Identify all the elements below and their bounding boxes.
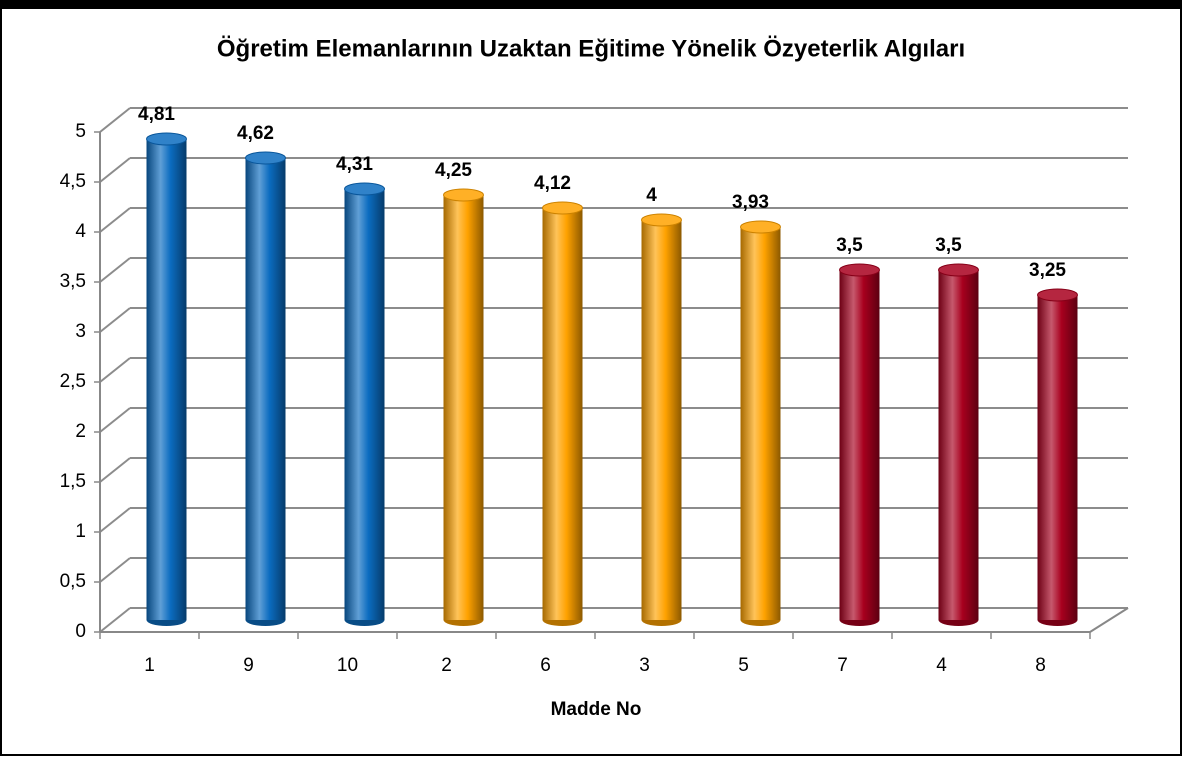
x-tick-label: 4 xyxy=(936,655,947,676)
y-tick-label: 5 xyxy=(75,121,86,142)
grid-line xyxy=(99,607,131,633)
x-tick-label: 6 xyxy=(540,655,551,676)
y-tick-label: 1,5 xyxy=(60,471,86,492)
bar xyxy=(839,270,880,620)
grid-line xyxy=(99,507,131,533)
y-tick-label: 0 xyxy=(75,621,86,642)
grid-line xyxy=(99,557,131,583)
grid-line xyxy=(99,407,131,433)
data-label: 4,12 xyxy=(534,173,571,194)
y-tick-label: 4 xyxy=(75,221,86,242)
y-tick-label: 0,5 xyxy=(60,571,86,592)
bar-top xyxy=(443,188,484,202)
chart-title: Öğretim Elemanlarının Uzaktan Eğitime Yö… xyxy=(217,35,965,62)
y-tick-label: 2 xyxy=(75,421,86,442)
data-label: 4,25 xyxy=(435,160,472,181)
bar-top xyxy=(344,182,385,196)
data-label: 3,5 xyxy=(935,235,962,256)
y-tick-label: 2,5 xyxy=(60,371,86,392)
floor-edge xyxy=(1089,607,1129,633)
x-tick-label: 5 xyxy=(738,655,749,676)
bar xyxy=(245,158,286,620)
grid-line xyxy=(99,207,131,233)
bar xyxy=(344,189,385,620)
grid-line xyxy=(99,257,131,283)
bar-top xyxy=(740,220,781,234)
bar-top xyxy=(839,263,880,277)
data-label: 4,62 xyxy=(237,123,274,144)
bar-top xyxy=(938,263,979,277)
bar xyxy=(938,270,979,620)
x-tick-label: 2 xyxy=(441,655,452,676)
x-tick-label: 9 xyxy=(243,655,254,676)
data-label: 3,25 xyxy=(1029,260,1066,281)
grid-line xyxy=(99,457,131,483)
grid-line xyxy=(99,157,131,183)
bar xyxy=(740,227,781,620)
x-tick-label: 3 xyxy=(639,655,650,676)
grid-line xyxy=(99,107,131,133)
bar xyxy=(641,220,682,620)
x-tick-label: 8 xyxy=(1035,655,1046,676)
data-label: 3,5 xyxy=(836,235,863,256)
grid-line xyxy=(99,307,131,333)
bar-top xyxy=(1037,288,1078,302)
y-tick-label: 4,5 xyxy=(60,171,86,192)
bar xyxy=(542,208,583,620)
x-tick-label: 7 xyxy=(837,655,848,676)
y-tick-label: 3 xyxy=(75,321,86,342)
bar-top xyxy=(641,213,682,227)
bar xyxy=(146,139,187,620)
top-bar xyxy=(0,0,1182,9)
bar xyxy=(443,195,484,620)
data-label: 4,31 xyxy=(336,154,373,175)
bar-top xyxy=(146,132,187,146)
y-tick-label: 1 xyxy=(75,521,86,542)
y-tick-label: 3,5 xyxy=(60,271,86,292)
x-tick-label: 10 xyxy=(337,655,358,676)
data-label: 4,81 xyxy=(138,104,175,125)
x-axis-title: Madde No xyxy=(551,699,642,720)
bar-top xyxy=(245,151,286,165)
data-label: 4 xyxy=(646,185,657,206)
x-tick-label: 1 xyxy=(144,655,155,676)
bar xyxy=(1037,295,1078,620)
grid-line xyxy=(99,357,131,383)
data-label: 3,93 xyxy=(732,192,769,213)
bar-top xyxy=(542,201,583,215)
